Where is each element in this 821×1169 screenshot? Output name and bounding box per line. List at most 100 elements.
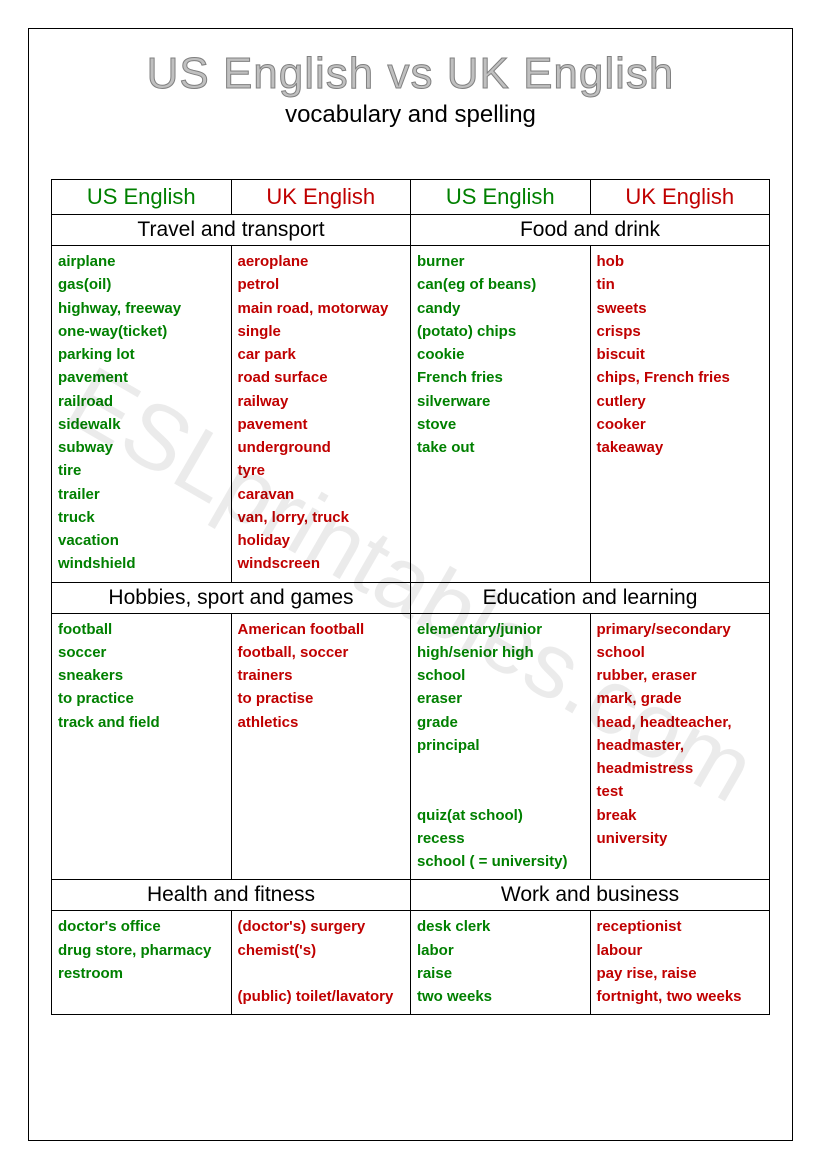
list-item: tin: [597, 273, 764, 296]
list-item: receptionist: [597, 915, 764, 938]
us-cell: footballsoccersneakersto practicetrack a…: [52, 613, 232, 880]
list-item: can(eg of beans): [417, 273, 584, 296]
list-item: test: [597, 780, 764, 803]
list-item: break: [597, 804, 764, 827]
list-item: to practice: [58, 687, 225, 710]
list-item: gas(oil): [58, 273, 225, 296]
category-header: Travel and transport: [52, 215, 411, 246]
list-item: [417, 757, 584, 780]
list-item: primary/secondary school: [597, 618, 764, 665]
us-cell: burnercan(eg of beans)candy(potato) chip…: [411, 246, 591, 583]
page-inner: US English vs UK English vocabulary and …: [29, 29, 792, 1025]
list-item: trailer: [58, 483, 225, 506]
list-item: parking lot: [58, 343, 225, 366]
list-item: head, headteacher, headmaster, headmistr…: [597, 711, 764, 781]
page-title: US English vs UK English: [51, 49, 770, 99]
list-item: quiz(at school): [417, 804, 584, 827]
uk-cell: receptionistlabourpay rise, raisefortnig…: [590, 911, 770, 1015]
category-header: Hobbies, sport and games: [52, 582, 411, 613]
category-header: Education and learning: [411, 582, 770, 613]
list-item: drug store, pharmacy: [58, 939, 225, 962]
list-item: (potato) chips: [417, 320, 584, 343]
list-item: holiday: [238, 529, 405, 552]
list-item: car park: [238, 343, 405, 366]
uk-cell: hobtinsweetscrispsbiscuitchips, French f…: [590, 246, 770, 583]
list-item: truck: [58, 506, 225, 529]
us-cell: elementary/junior high/senior high schoo…: [411, 613, 591, 880]
list-item: single: [238, 320, 405, 343]
list-item: pavement: [238, 413, 405, 436]
list-item: take out: [417, 436, 584, 459]
list-item: [238, 962, 405, 985]
list-item: airplane: [58, 250, 225, 273]
uk-header-left: UK English: [231, 180, 411, 215]
list-item: to practise: [238, 687, 405, 710]
uk-cell: primary/secondary schoolrubber, eraserma…: [590, 613, 770, 880]
list-item: principal: [417, 734, 584, 757]
list-item: fortnight, two weeks: [597, 985, 764, 1008]
list-item: cutlery: [597, 390, 764, 413]
list-item: football, soccer: [238, 641, 405, 664]
list-item: van, lorry, truck: [238, 506, 405, 529]
list-item: highway, freeway: [58, 297, 225, 320]
list-item: (public) toilet/lavatory: [238, 985, 405, 1008]
list-item: cookie: [417, 343, 584, 366]
list-item: French fries: [417, 366, 584, 389]
list-item: cooker: [597, 413, 764, 436]
vocabulary-table: US English UK English US English UK Engl…: [51, 179, 770, 1015]
list-item: doctor's office: [58, 915, 225, 938]
uk-cell: aeroplanepetrolmain road, motorwaysingle…: [231, 246, 411, 583]
category-header: Work and business: [411, 880, 770, 911]
list-item: sweets: [597, 297, 764, 320]
list-item: American football: [238, 618, 405, 641]
list-item: biscuit: [597, 343, 764, 366]
category-row: Health and fitness Work and business: [52, 880, 770, 911]
list-item: restroom: [58, 962, 225, 985]
list-item: vacation: [58, 529, 225, 552]
list-item: burner: [417, 250, 584, 273]
list-item: petrol: [238, 273, 405, 296]
list-item: raise: [417, 962, 584, 985]
us-header-left: US English: [52, 180, 232, 215]
list-item: football: [58, 618, 225, 641]
list-item: chips, French fries: [597, 366, 764, 389]
list-item: eraser: [417, 687, 584, 710]
category-header: Food and drink: [411, 215, 770, 246]
list-item: windshield: [58, 552, 225, 575]
category-row: Hobbies, sport and games Education and l…: [52, 582, 770, 613]
list-item: recess: [417, 827, 584, 850]
list-item: soccer: [58, 641, 225, 664]
list-item: windscreen: [238, 552, 405, 575]
list-item: caravan: [238, 483, 405, 506]
list-item: labour: [597, 939, 764, 962]
list-item: rubber, eraser: [597, 664, 764, 687]
list-item: one-way(ticket): [58, 320, 225, 343]
list-item: sidewalk: [58, 413, 225, 436]
list-item: takeaway: [597, 436, 764, 459]
list-item: pavement: [58, 366, 225, 389]
list-item: labor: [417, 939, 584, 962]
list-item: main road, motorway: [238, 297, 405, 320]
us-cell: doctor's officedrug store, pharmacyrestr…: [52, 911, 232, 1015]
list-item: crisps: [597, 320, 764, 343]
uk-cell: American footballfootball, soccertrainer…: [231, 613, 411, 880]
list-item: aeroplane: [238, 250, 405, 273]
category-row: Travel and transport Food and drink: [52, 215, 770, 246]
list-item: school ( = university): [417, 850, 584, 873]
list-item: railroad: [58, 390, 225, 413]
content-row: doctor's officedrug store, pharmacyrestr…: [52, 911, 770, 1015]
us-header-right: US English: [411, 180, 591, 215]
list-item: [417, 780, 584, 803]
list-item: athletics: [238, 711, 405, 734]
list-item: candy: [417, 297, 584, 320]
uk-header-right: UK English: [590, 180, 770, 215]
list-item: subway: [58, 436, 225, 459]
list-item: road surface: [238, 366, 405, 389]
list-item: mark, grade: [597, 687, 764, 710]
list-item: railway: [238, 390, 405, 413]
list-item: desk clerk: [417, 915, 584, 938]
list-item: silverware: [417, 390, 584, 413]
list-item: hob: [597, 250, 764, 273]
list-item: stove: [417, 413, 584, 436]
list-item: university: [597, 827, 764, 850]
